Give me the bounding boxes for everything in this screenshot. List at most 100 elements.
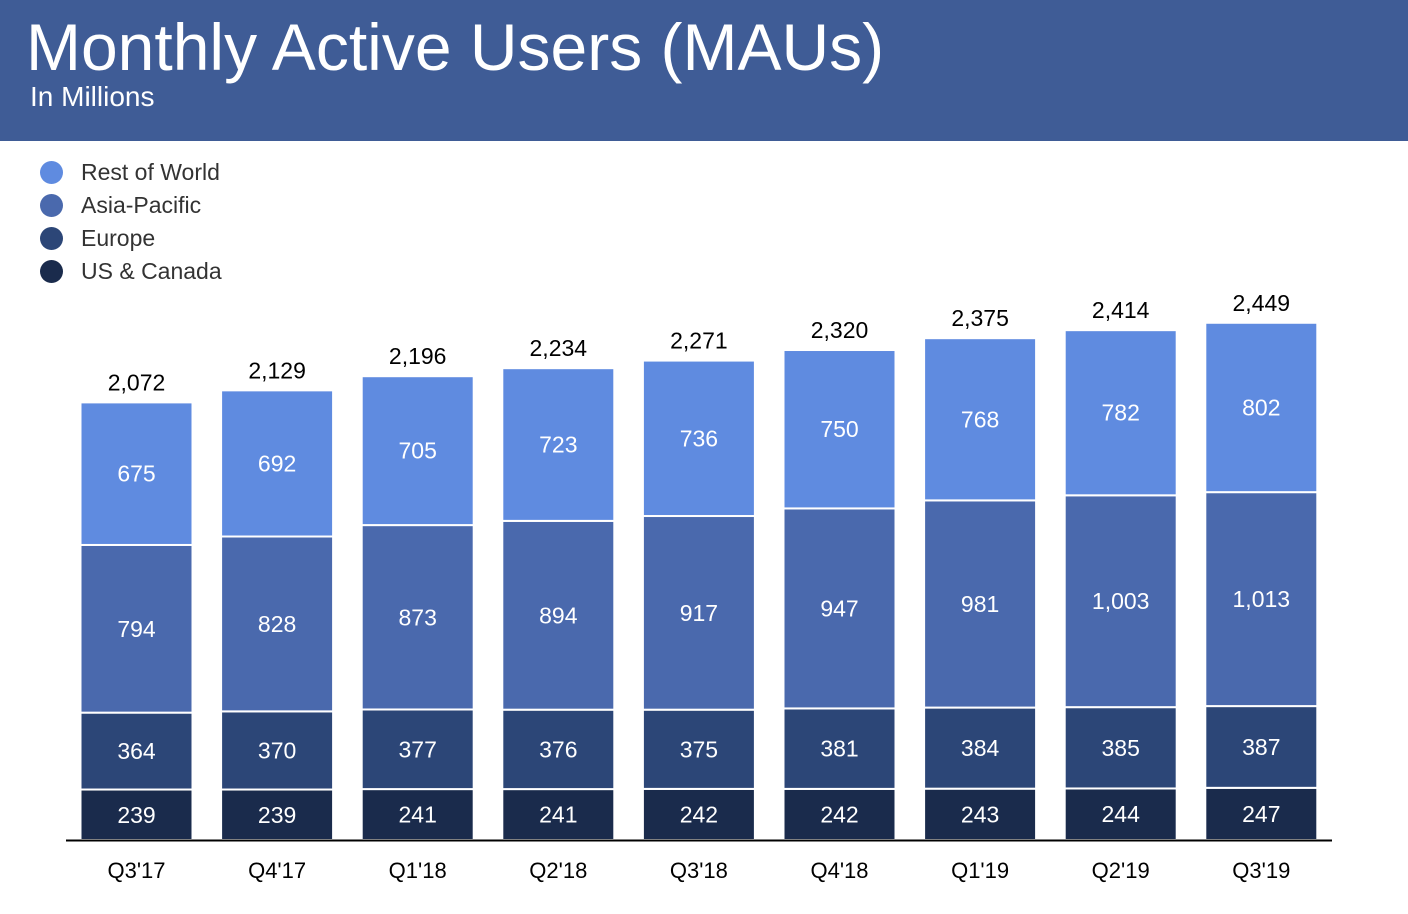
- bar-segment: [923, 337, 1038, 502]
- segment-value-label: 387: [1242, 734, 1280, 760]
- bar-segment: [220, 535, 335, 713]
- legend-swatch: [40, 260, 63, 283]
- segment-value-label: 242: [680, 801, 718, 827]
- x-tick-label: Q2'19: [1092, 858, 1150, 883]
- segment-value-label: 241: [399, 802, 437, 828]
- x-tick-label: Q3'17: [107, 858, 165, 883]
- legend-item: US & Canada: [40, 255, 222, 288]
- bar-segment: [220, 710, 335, 791]
- segment-value-label: 381: [820, 736, 858, 762]
- legend-item: Europe: [40, 222, 222, 255]
- bar-segment: [220, 389, 335, 538]
- x-tick-label: Q3'19: [1232, 858, 1290, 883]
- bar-segment: [1063, 329, 1178, 497]
- bar-segment: [220, 788, 335, 841]
- bar-segment: [360, 708, 475, 791]
- segment-value-label: 242: [820, 801, 858, 827]
- total-value-label: 2,320: [811, 317, 869, 343]
- bar-segment: [1204, 321, 1319, 494]
- legend-label: US & Canada: [81, 258, 222, 284]
- bar-segment: [923, 787, 1038, 842]
- segment-value-label: 376: [539, 736, 577, 762]
- segment-value-label: 370: [258, 737, 296, 763]
- legend-item: Rest of World: [40, 156, 222, 189]
- segment-value-label: 768: [961, 406, 999, 432]
- total-value-label: 2,414: [1092, 297, 1150, 323]
- segment-value-label: 705: [399, 438, 437, 464]
- bar-segment: [360, 524, 475, 711]
- legend-swatch: [40, 194, 63, 217]
- segment-value-label: 385: [1102, 735, 1140, 761]
- segment-value-label: 723: [539, 432, 577, 458]
- segment-value-label: 917: [680, 600, 718, 626]
- segment-value-label: 247: [1242, 801, 1280, 827]
- segment-value-label: 794: [117, 616, 156, 642]
- total-value-label: 2,271: [670, 328, 728, 354]
- segment-value-label: 750: [820, 416, 858, 442]
- segment-value-label: 894: [539, 602, 578, 628]
- segment-value-label: 828: [258, 611, 296, 637]
- segment-value-label: 239: [117, 802, 155, 828]
- segment-value-label: 692: [258, 450, 296, 476]
- segment-value-label: 364: [117, 738, 156, 764]
- bar-segment: [360, 375, 475, 527]
- total-value-label: 2,072: [108, 369, 166, 395]
- page-subtitle: In Millions: [30, 81, 155, 112]
- bar-segment: [782, 507, 897, 710]
- segment-value-label: 241: [539, 802, 577, 828]
- bar-segment: [501, 708, 616, 791]
- segment-value-label: 239: [258, 802, 296, 828]
- bar-segment: [641, 708, 756, 790]
- segment-value-label: 244: [1102, 801, 1141, 827]
- segment-value-label: 736: [680, 425, 718, 451]
- bar-segment: [79, 543, 194, 714]
- bar-segment: [79, 401, 194, 546]
- segment-value-label: 802: [1242, 394, 1280, 420]
- segment-value-label: 981: [961, 591, 999, 617]
- chart-legend: Rest of World Asia-Pacific Europe US & Cana…: [40, 156, 222, 288]
- legend-swatch: [40, 161, 63, 184]
- segment-value-label: 675: [117, 461, 155, 487]
- total-value-label: 2,196: [389, 343, 447, 369]
- bar-segment: [79, 711, 194, 791]
- bar-segment: [1204, 786, 1319, 842]
- total-value-label: 2,234: [530, 335, 588, 361]
- segment-value-label: 377: [399, 736, 437, 762]
- legend-label: Europe: [81, 225, 156, 251]
- bar-segment: [1063, 706, 1178, 790]
- bar-segment: [1204, 491, 1319, 708]
- bar-segment: [1204, 705, 1319, 789]
- segment-value-label: 375: [680, 736, 718, 762]
- x-tick-label: Q4'18: [810, 858, 868, 883]
- legend-label: Asia-Pacific: [81, 192, 202, 218]
- legend-item: Asia-Pacific: [40, 189, 222, 222]
- total-value-label: 2,375: [951, 305, 1009, 331]
- x-tick-label: Q3'18: [670, 858, 728, 883]
- segment-value-label: 243: [961, 801, 999, 827]
- bar-segment: [501, 519, 616, 711]
- bar-segment: [923, 706, 1038, 790]
- segment-value-label: 384: [961, 735, 1000, 761]
- total-value-label: 2,129: [248, 357, 306, 383]
- segment-value-label: 873: [399, 604, 437, 630]
- legend-label: Rest of World: [81, 159, 220, 185]
- bar-segment: [501, 367, 616, 522]
- segment-value-label: 1,003: [1092, 588, 1150, 614]
- header-banner: Monthly Active Users (MAUs) In Millions: [0, 0, 1408, 141]
- bar-segment: [923, 499, 1038, 709]
- segment-value-label: 1,013: [1233, 586, 1291, 612]
- segment-value-label: 782: [1102, 400, 1140, 426]
- bar-segment: [641, 359, 756, 518]
- x-tick-label: Q4'17: [248, 858, 306, 883]
- legend-swatch: [40, 227, 63, 250]
- segment-value-label: 947: [820, 595, 858, 621]
- bar-segment: [782, 787, 897, 841]
- bar-segment: [641, 787, 756, 841]
- bar-segment: [360, 788, 475, 842]
- x-tick-label: Q1'19: [951, 858, 1009, 883]
- page-title: Monthly Active Users (MAUs): [26, 10, 885, 84]
- bar-segment: [782, 349, 897, 510]
- x-tick-label: Q1'18: [389, 858, 447, 883]
- bar-segment: [79, 788, 194, 841]
